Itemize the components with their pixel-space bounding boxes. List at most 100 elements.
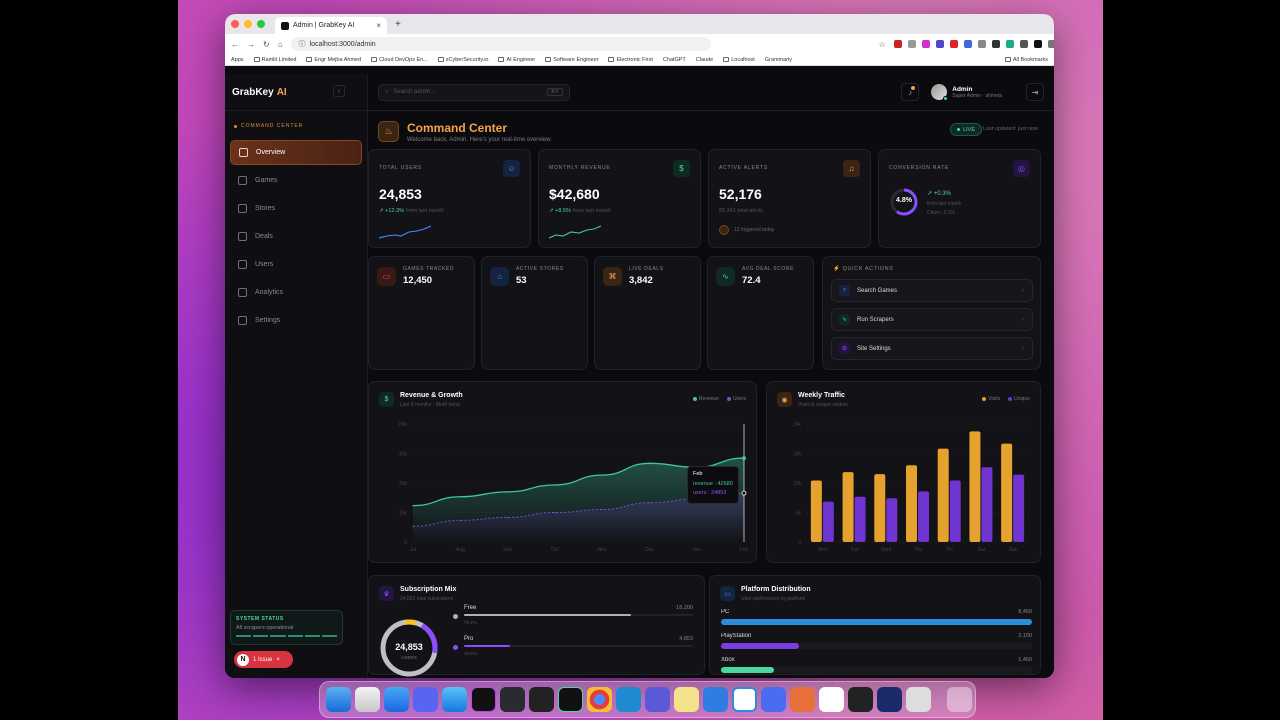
last-updated: Last updated: just now <box>982 126 1038 132</box>
sidebar-item-stores[interactable]: Stores <box>230 196 362 221</box>
extension-icon[interactable] <box>991 40 1000 48</box>
bookmark-item[interactable]: Electronic First <box>608 57 653 63</box>
extension-icon[interactable] <box>907 40 916 48</box>
logout-button[interactable]: ⇥ <box>1026 83 1044 101</box>
brand-logo[interactable]: GrabKey AI <box>225 74 367 111</box>
home-icon[interactable]: ⌂ <box>277 39 283 49</box>
back-icon[interactable]: ← <box>231 39 239 49</box>
sidebar-item-deals[interactable]: Deals <box>230 224 362 249</box>
extension-icon[interactable] <box>1005 40 1014 48</box>
extension-icon[interactable] <box>1019 40 1028 48</box>
close-icon[interactable]: × <box>276 656 280 663</box>
bookmark-item[interactable]: AI Engineer <box>498 57 535 63</box>
site-settings-button[interactable]: ⚙ Site Settings › <box>831 337 1033 360</box>
search-games-button[interactable]: ⌕ Search Games › <box>831 279 1033 302</box>
user-menu[interactable]: Admin Super Admin · ahmeta <box>931 84 1002 101</box>
plan-name: Pro <box>464 636 474 642</box>
new-tab-button[interactable]: + <box>395 18 401 30</box>
bar-visits <box>1001 443 1013 542</box>
vscode-icon[interactable] <box>616 687 641 712</box>
minimize-window-button[interactable] <box>244 20 252 28</box>
notifications-button[interactable]: ♪ <box>901 83 920 101</box>
teams-icon[interactable] <box>645 687 670 712</box>
terminal-icon[interactable] <box>848 687 873 712</box>
sidebar-item-settings[interactable]: Settings <box>230 308 362 333</box>
chevron-right-icon: › <box>1021 345 1024 352</box>
extension-icon[interactable] <box>921 40 930 48</box>
bookmark-star-icon[interactable]: ☆ <box>878 39 886 49</box>
site-info-icon[interactable]: ⓘ <box>298 41 306 48</box>
quickq-icon[interactable] <box>732 687 757 712</box>
app-icon[interactable] <box>877 687 902 712</box>
x-tick-label: Jul <box>410 547 416 553</box>
sidebar-item-games[interactable]: Games <box>230 168 362 193</box>
app-icon[interactable] <box>906 687 931 712</box>
bookmark-label: Ramlit Limited <box>261 56 297 63</box>
extension-icon[interactable] <box>893 40 902 48</box>
bookmark-apps[interactable]: Apps <box>231 57 244 63</box>
slack-icon[interactable] <box>819 687 844 712</box>
forward-icon[interactable]: → <box>247 39 255 49</box>
tab-close-icon[interactable]: × <box>376 21 381 30</box>
alerts-triggered-text: 12 triggered today <box>734 227 775 233</box>
safari-icon[interactable] <box>442 687 467 712</box>
bookmark-item[interactable]: Software Engineer <box>545 57 598 63</box>
bookmark-item[interactable]: xCyberSecurity.io <box>437 57 488 63</box>
bookmark-item[interactable]: Localhost <box>723 57 755 63</box>
trash-icon[interactable] <box>947 687 972 712</box>
bookmark-item[interactable]: Ramlit Limited <box>253 56 297 63</box>
app-store-icon[interactable] <box>384 687 409 712</box>
launchpad-icon[interactable] <box>355 687 380 712</box>
users-icon <box>238 260 247 269</box>
extension-icon[interactable] <box>1033 40 1042 48</box>
bar-unique <box>949 480 961 542</box>
traffic-chart[interactable]: 24k 18k 12k 6k 0 Mon Tue Wed Thu Fri Sat Sun <box>767 382 1042 564</box>
all-bookmarks[interactable]: All Bookmarks <box>1004 57 1048 63</box>
android-studio-icon[interactable] <box>500 687 525 712</box>
chrome-icon[interactable] <box>587 687 612 712</box>
x-tick-label: Sun <box>1009 547 1018 553</box>
claude-icon[interactable] <box>790 687 815 712</box>
cursor-icon[interactable] <box>529 687 554 712</box>
address-bar[interactable]: ⓘ localhost:3000/admin <box>290 37 711 51</box>
maximize-window-button[interactable] <box>257 20 265 28</box>
datagrip-icon[interactable] <box>558 687 583 712</box>
bookmark-item[interactable]: ChatGPT <box>663 57 686 63</box>
chart-subtitle: Last 8 months · MoM trend <box>400 402 460 408</box>
live-label: LIVE <box>963 126 975 133</box>
finder-icon[interactable] <box>326 687 351 712</box>
y-tick-label: 12k <box>793 481 802 487</box>
brand-suffix: AI <box>276 86 287 98</box>
reload-icon[interactable]: ↻ <box>263 39 270 49</box>
notes-icon[interactable] <box>674 687 699 712</box>
extension-icon[interactable] <box>977 40 986 48</box>
phpstorm-icon[interactable] <box>471 687 496 712</box>
browser-tab[interactable]: Admin | GrabKey AI × <box>275 17 387 34</box>
bookmark-item[interactable]: Grammarly <box>765 57 792 63</box>
mini-stat-value: 12,450 <box>403 275 433 286</box>
x-tick-label: Dec <box>645 547 654 553</box>
y-tick-label: 0 <box>798 540 801 546</box>
extension-icon[interactable] <box>1047 40 1054 48</box>
bookmark-item[interactable]: Engr Mejba Ahmed <box>306 57 361 63</box>
search-input[interactable]: ⌕ Search admin... ⌘K <box>378 83 570 101</box>
files-icon[interactable] <box>703 687 728 712</box>
search-icon: ⌕ <box>839 285 850 296</box>
issue-badge[interactable]: N 1 Issue × <box>234 651 293 668</box>
bookmark-item[interactable]: Claude <box>696 57 713 63</box>
sidebar-item-users[interactable]: Users <box>230 252 362 277</box>
extension-icon[interactable] <box>949 40 958 48</box>
stat-label: MONTHLY REVENUE <box>549 165 611 171</box>
extension-icon[interactable] <box>935 40 944 48</box>
sidebar-item-analytics[interactable]: Analytics <box>230 280 362 305</box>
run-scrapers-button[interactable]: ∿ Run Scrapers › <box>831 308 1033 331</box>
messenger-icon[interactable] <box>761 687 786 712</box>
discord-icon[interactable] <box>413 687 438 712</box>
extension-icon[interactable] <box>963 40 972 48</box>
sidebar-item-overview[interactable]: Overview <box>230 140 362 165</box>
store-icon: ⌂ <box>490 267 509 286</box>
collapse-sidebar-button[interactable]: ‹ <box>333 85 345 97</box>
bookmark-item[interactable]: Cloud DevOps En... <box>371 57 428 63</box>
close-window-button[interactable] <box>231 20 239 28</box>
